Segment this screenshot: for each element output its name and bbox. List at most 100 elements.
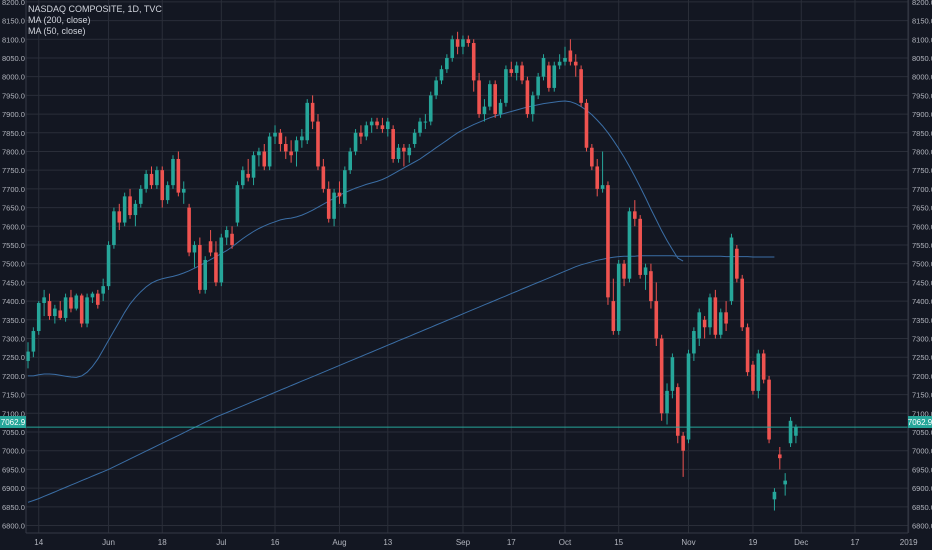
candle[interactable]	[241, 166, 245, 189]
candle[interactable]	[391, 125, 395, 163]
candle[interactable]	[375, 117, 379, 130]
candle[interactable]	[606, 181, 610, 305]
candle[interactable]	[482, 99, 487, 122]
candle[interactable]	[273, 125, 277, 145]
candle[interactable]	[461, 35, 465, 55]
candle[interactable]	[783, 473, 787, 496]
candle[interactable]	[504, 65, 508, 107]
candle[interactable]	[525, 76, 530, 118]
candle[interactable]	[552, 61, 557, 92]
candle[interactable]	[557, 54, 562, 70]
candle[interactable]	[171, 155, 175, 189]
candle[interactable]	[547, 61, 551, 92]
y-axis-right[interactable]: 6800.0 6850.0 6900.0 6950.0 7000.0 7050.0 7100…	[907, 0, 932, 533]
y-axis-left[interactable]: 6800.0 6850.0 6900.0 6950.0 7000.0 7050.0 7100…	[2, 0, 27, 533]
candle[interactable]	[101, 278, 105, 302]
candle[interactable]	[455, 31, 460, 55]
candle[interactable]	[638, 215, 642, 279]
candle[interactable]	[530, 91, 535, 122]
candle[interactable]	[600, 151, 605, 193]
candle[interactable]	[423, 114, 428, 130]
candle[interactable]	[745, 323, 750, 376]
candle[interactable]	[713, 289, 718, 339]
candle[interactable]	[563, 46, 567, 66]
candle[interactable]	[670, 353, 675, 399]
candle[interactable]	[579, 65, 583, 107]
candle[interactable]	[675, 383, 680, 444]
candle[interactable]	[47, 293, 52, 320]
candle[interactable]	[176, 151, 181, 197]
candle[interactable]	[514, 61, 519, 81]
candle[interactable]	[428, 91, 433, 126]
candle[interactable]	[348, 147, 352, 174]
candle[interactable]	[128, 188, 132, 219]
candle[interactable]	[509, 61, 514, 77]
candle[interactable]	[42, 289, 46, 317]
candle[interactable]	[305, 99, 310, 145]
candle[interactable]	[257, 147, 261, 167]
candle[interactable]	[498, 99, 503, 118]
candle[interactable]	[718, 308, 723, 339]
candle[interactable]	[590, 144, 594, 171]
candle[interactable]	[488, 80, 492, 111]
candle[interactable]	[369, 117, 374, 133]
candle[interactable]	[735, 244, 739, 283]
candle[interactable]	[649, 263, 653, 309]
candle[interactable]	[208, 230, 213, 257]
candle[interactable]	[439, 65, 444, 85]
candle[interactable]	[198, 237, 202, 294]
candle[interactable]	[26, 342, 30, 369]
candle[interactable]	[155, 166, 159, 189]
candle[interactable]	[267, 132, 272, 171]
candle[interactable]	[450, 35, 455, 62]
candle[interactable]	[611, 278, 616, 335]
candle[interactable]	[69, 289, 73, 313]
candle[interactable]	[622, 259, 626, 287]
candle[interactable]	[353, 129, 358, 156]
candle[interactable]	[106, 241, 111, 290]
legend-ma-200[interactable]: MA (200, close)	[28, 15, 91, 25]
candle[interactable]	[251, 151, 256, 186]
candle[interactable]	[573, 54, 578, 77]
candle[interactable]	[316, 114, 320, 171]
candle[interactable]	[659, 334, 664, 421]
candle[interactable]	[246, 158, 250, 182]
candle[interactable]	[96, 289, 100, 309]
candle[interactable]	[138, 185, 143, 208]
candle[interactable]	[63, 293, 68, 322]
candle[interactable]	[74, 293, 79, 311]
candle[interactable]	[230, 226, 234, 249]
candle[interactable]	[112, 207, 116, 249]
candle[interactable]	[681, 432, 685, 477]
candle[interactable]	[122, 192, 127, 227]
candle[interactable]	[160, 166, 165, 208]
x-axis[interactable]: 14 Jun 18 Jul 16 Aug 13 Sep 17 Oct 15 Nov 19 Dec 17 201…	[26, 532, 918, 547]
candle[interactable]	[412, 129, 417, 148]
candle[interactable]	[402, 144, 406, 167]
candle[interactable]	[181, 181, 186, 204]
candle[interactable]	[396, 144, 401, 163]
candle[interactable]	[407, 144, 412, 163]
candle[interactable]	[541, 54, 546, 81]
candle[interactable]	[627, 207, 632, 283]
candle[interactable]	[654, 282, 659, 346]
candle[interactable]	[616, 259, 621, 335]
candle[interactable]	[643, 263, 648, 290]
candle[interactable]	[235, 181, 240, 227]
candle[interactable]	[53, 304, 57, 324]
candle[interactable]	[187, 203, 191, 257]
candle[interactable]	[262, 144, 267, 171]
candle[interactable]	[343, 166, 347, 208]
candle[interactable]	[466, 35, 471, 47]
candle[interactable]	[418, 117, 422, 137]
candle[interactable]	[364, 121, 369, 141]
candle[interactable]	[434, 76, 438, 100]
candle[interactable]	[697, 308, 702, 346]
candle[interactable]	[751, 360, 755, 395]
candlesticks[interactable]	[26, 31, 798, 511]
candle[interactable]	[203, 256, 208, 294]
candle[interactable]	[520, 61, 524, 85]
candle[interactable]	[79, 293, 84, 328]
candle[interactable]	[36, 301, 41, 335]
